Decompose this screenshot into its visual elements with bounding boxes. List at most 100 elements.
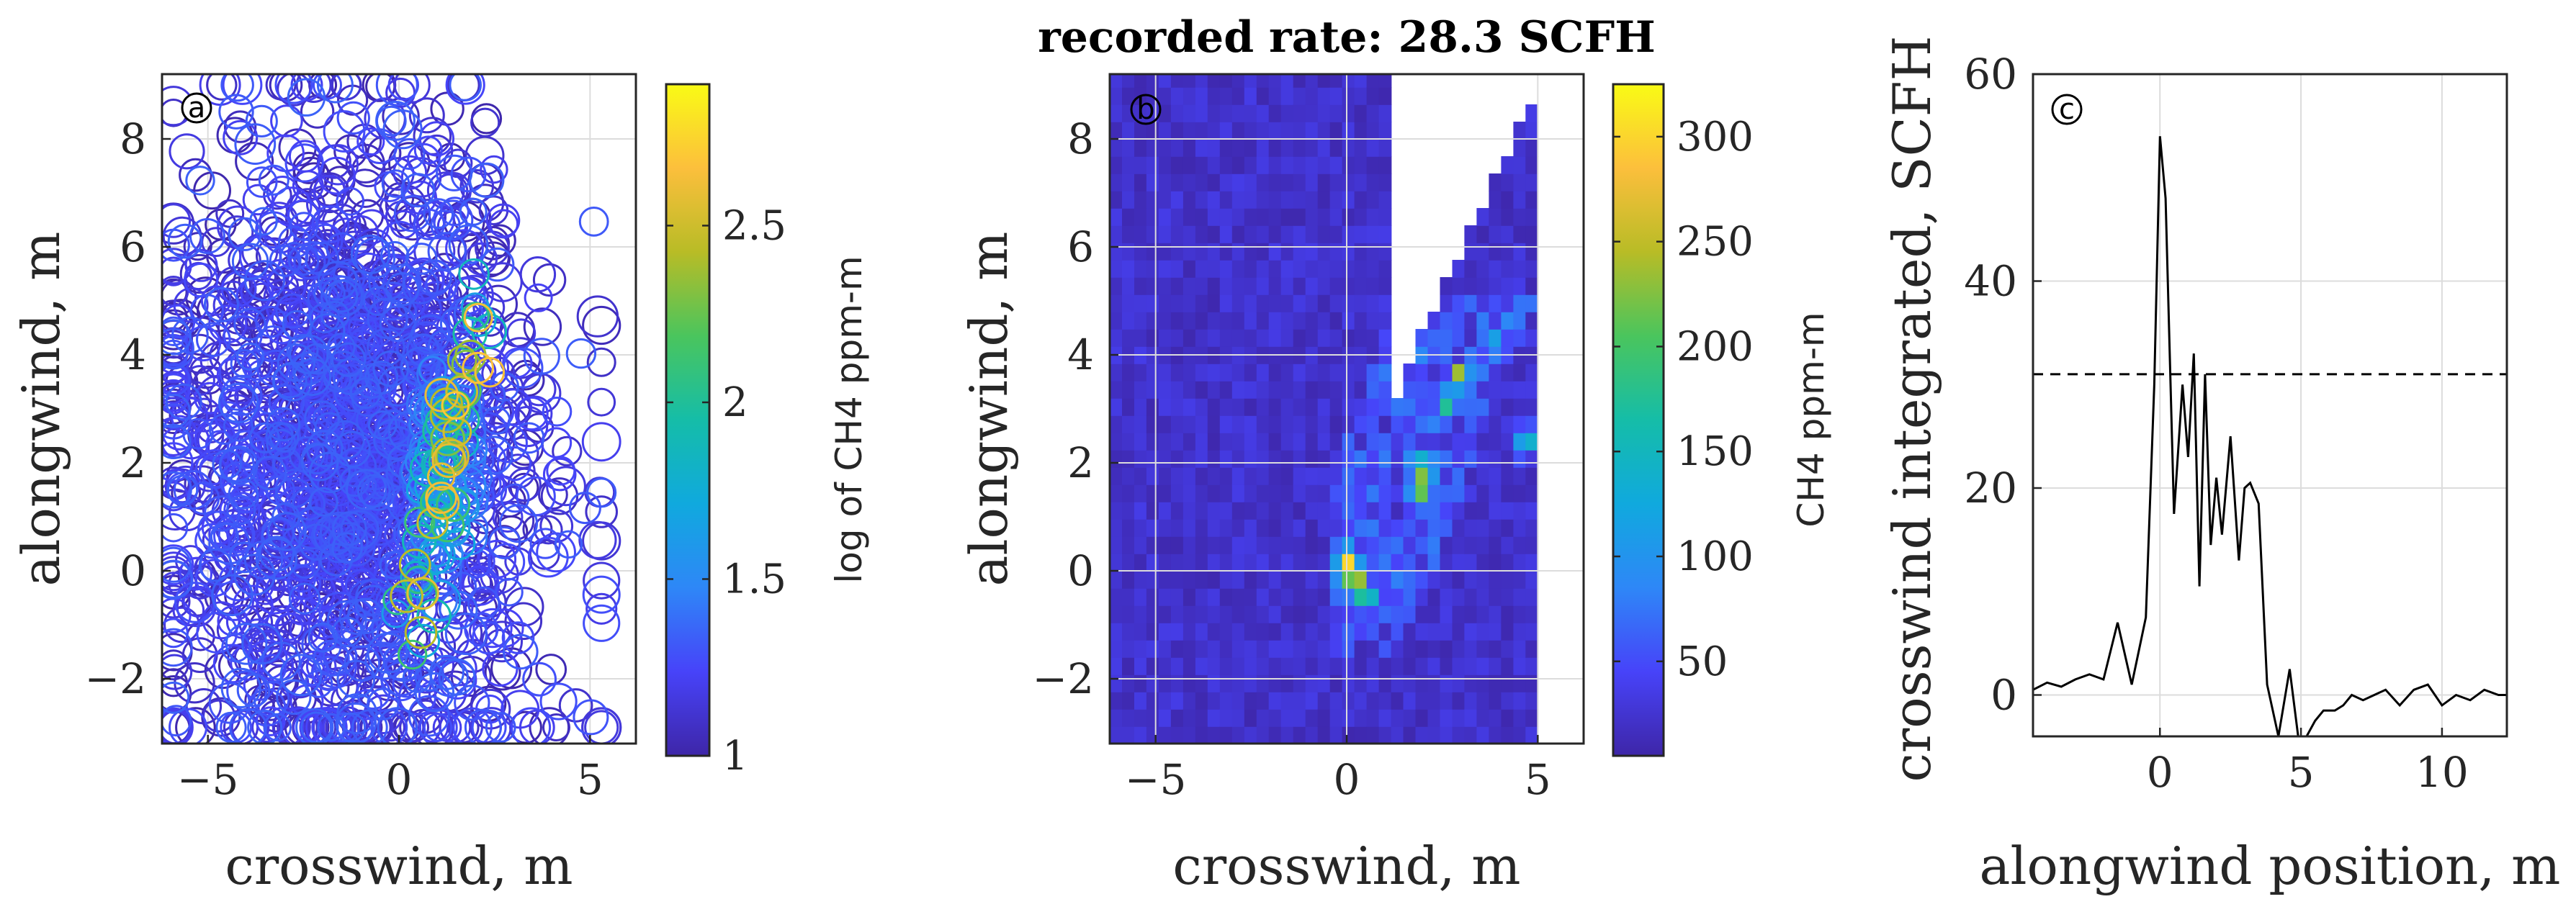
heatmap-cell	[1134, 502, 1147, 520]
scatter-point	[461, 302, 490, 330]
heatmap-cell	[1403, 381, 1417, 399]
scatter-point	[495, 577, 524, 607]
heatmap-cell	[1342, 519, 1355, 537]
heatmap-cell	[1305, 122, 1319, 140]
heatmap-cell	[1293, 519, 1306, 537]
heatmap-cell	[1219, 208, 1233, 226]
heatmap-cell	[1342, 398, 1355, 416]
heatmap-cell	[1195, 484, 1208, 502]
scatter-point	[248, 207, 278, 236]
heatmap-cell	[1268, 692, 1282, 710]
panel-a-ytick-label: 0	[120, 546, 146, 595]
heatmap-cell	[1366, 243, 1380, 261]
scatter-point	[489, 209, 519, 239]
heatmap-cell	[1207, 502, 1221, 520]
heatmap-cell	[1366, 364, 1380, 381]
scatter-point	[314, 412, 345, 443]
heatmap-cell	[1329, 156, 1343, 174]
heatmap-cell	[1110, 208, 1123, 226]
heatmap-cell	[1476, 484, 1490, 502]
heatmap-cell	[1170, 139, 1184, 157]
heatmap-cell	[1231, 726, 1245, 744]
heatmap-cell	[1378, 364, 1392, 381]
heatmap-cell	[1489, 243, 1502, 261]
heatmap-cell	[1170, 260, 1184, 278]
scatter-point	[220, 667, 261, 709]
scatter-point	[194, 523, 231, 559]
heatmap-cell	[1219, 433, 1233, 451]
heatmap-cell	[1231, 536, 1245, 554]
heatmap-cell	[1464, 467, 1478, 485]
heatmap-cell	[1244, 605, 1257, 623]
heatmap-cell	[1293, 104, 1306, 122]
heatmap-cell	[1440, 433, 1453, 451]
heatmap-cell	[1293, 277, 1306, 295]
heatmap-cell	[1525, 225, 1539, 243]
heatmap-cell	[1366, 605, 1380, 623]
heatmap-cell	[1305, 398, 1319, 416]
scatter-point	[500, 483, 530, 513]
heatmap-cell	[1231, 74, 1245, 88]
scatter-point	[387, 443, 422, 479]
heatmap-cell	[1170, 674, 1184, 692]
heatmap-cell	[1158, 191, 1172, 209]
heatmap-cell	[1134, 329, 1147, 347]
scatter-point	[218, 445, 259, 485]
heatmap-cell	[1342, 605, 1355, 623]
heatmap-cell	[1231, 640, 1245, 658]
heatmap-cell	[1513, 692, 1527, 710]
heatmap-cell	[1231, 484, 1245, 502]
heatmap-cell	[1317, 87, 1331, 105]
heatmap-cell	[1122, 519, 1135, 537]
panel-a-scatter	[162, 74, 622, 744]
scatter-point	[185, 166, 215, 196]
heatmap-cell	[1182, 243, 1196, 261]
heatmap-cell	[1305, 502, 1319, 520]
heatmap-cell	[1317, 484, 1331, 502]
heatmap-cell	[1231, 329, 1245, 347]
heatmap-cell	[1440, 640, 1453, 658]
heatmap-cell	[1134, 381, 1147, 399]
heatmap-cell	[1354, 536, 1368, 554]
heatmap-cell	[1195, 156, 1208, 174]
heatmap-cell	[1354, 519, 1368, 537]
heatmap-cell	[1354, 398, 1368, 416]
heatmap-cell	[1122, 554, 1135, 572]
heatmap-cell	[1513, 139, 1527, 157]
heatmap-cell	[1378, 502, 1392, 520]
heatmap-cell	[1110, 260, 1123, 278]
heatmap-cell	[1317, 312, 1331, 330]
heatmap-cell	[1440, 329, 1453, 347]
heatmap-cell	[1244, 674, 1257, 692]
heatmap-cell	[1256, 588, 1270, 606]
scatter-point	[326, 600, 367, 641]
heatmap-cell	[1329, 243, 1343, 261]
heatmap-cell	[1122, 191, 1135, 209]
heatmap-cell	[1366, 104, 1380, 122]
heatmap-cell	[1476, 450, 1490, 468]
heatmap-cell	[1513, 381, 1527, 399]
heatmap-cell	[1268, 294, 1282, 312]
scatter-point	[263, 713, 292, 742]
scatter-point	[481, 620, 523, 663]
heatmap-cell	[1244, 156, 1257, 174]
heatmap-cell	[1391, 519, 1404, 537]
heatmap-cell	[1280, 381, 1294, 399]
heatmap-cell	[1158, 467, 1172, 485]
scatter-point	[162, 373, 191, 407]
heatmap-cell	[1280, 173, 1294, 191]
heatmap-cell	[1513, 674, 1527, 692]
heatmap-cell	[1329, 208, 1343, 226]
scatter-point	[255, 538, 298, 580]
heatmap-cell	[1501, 571, 1514, 589]
heatmap-cell	[1391, 588, 1404, 606]
heatmap-cell	[1207, 657, 1221, 675]
heatmap-cell	[1452, 726, 1466, 744]
heatmap-cell	[1489, 623, 1502, 641]
heatmap-cell	[1146, 433, 1159, 451]
heatmap-cell	[1280, 467, 1294, 485]
scatter-point	[377, 707, 418, 744]
heatmap-cell	[1122, 277, 1135, 295]
scatter-point	[220, 461, 259, 501]
heatmap-cell	[1207, 484, 1221, 502]
